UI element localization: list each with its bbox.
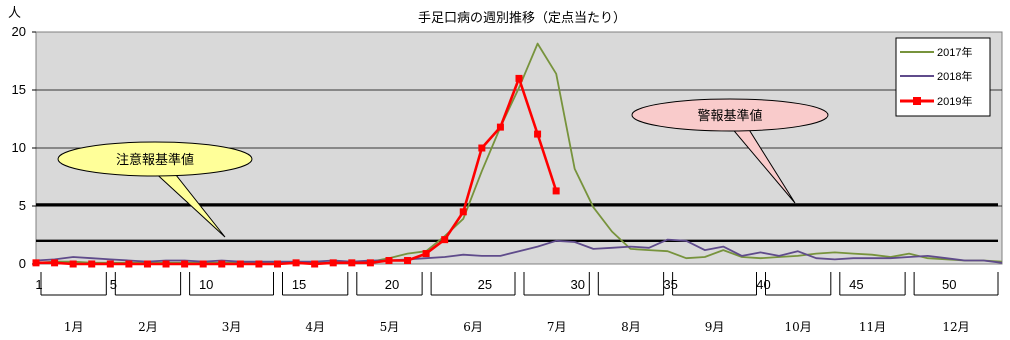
y-axis: 0 5 10 15 20 — [12, 24, 36, 271]
legend: 2017年 2018年 2019年 — [895, 37, 991, 117]
series-point-2-12 — [236, 260, 244, 268]
series-point-2-21 — [404, 257, 412, 265]
series-point-2-29 — [552, 187, 560, 195]
x-tick-label-50: 50 — [942, 277, 956, 292]
series-point-2-23 — [441, 236, 449, 244]
series-point-2-25 — [478, 144, 486, 152]
month-brackets: 1月 2月 3月 4月 5月 6月 7月 8月 9月 10月 11月 12月 — [40, 272, 999, 334]
y-tick-label-5: 5 — [19, 198, 26, 213]
month-label-8: 8月 — [621, 320, 641, 334]
series-point-2-10 — [199, 260, 207, 268]
series-point-2-5 — [106, 260, 114, 268]
y-unit-label: 人 — [8, 6, 21, 21]
x-tick-label-15: 15 — [292, 277, 306, 292]
series-point-2-6 — [125, 260, 133, 268]
legend-label-2017: 2017年 — [937, 45, 972, 59]
callout-warning: 注意報基準値 — [57, 141, 253, 238]
x-tick-label-30: 30 — [570, 277, 584, 292]
month-bracket-9 — [672, 272, 757, 296]
series-point-2-3 — [69, 260, 77, 268]
series-line-1 — [35, 238, 1003, 264]
x-tick-label-35: 35 — [663, 277, 677, 292]
month-label-1: 1月 — [64, 320, 84, 334]
month-bracket-1 — [40, 272, 107, 296]
month-label-11: 11月 — [859, 320, 886, 334]
month-bracket-11 — [839, 272, 906, 296]
series-point-2-9 — [181, 260, 189, 268]
x-tick-label-25: 25 — [478, 277, 492, 292]
month-label-12: 12月 — [942, 320, 969, 334]
series-point-2-17 — [329, 259, 337, 267]
series-point-2-13 — [255, 260, 263, 268]
x-axis: 1 5 10 15 20 25 30 35 40 45 50 — [35, 277, 956, 292]
series-point-2-18 — [348, 259, 356, 267]
x-tick-label-1: 1 — [35, 277, 42, 292]
legend-label-2018: 2018年 — [937, 69, 972, 83]
series-point-2-24 — [459, 208, 467, 216]
series-point-2-28 — [534, 130, 542, 138]
month-label-7: 7月 — [547, 320, 567, 334]
series-point-2-14 — [274, 260, 281, 268]
callout-alarm-text: 警報基準値 — [697, 108, 762, 124]
month-label-2: 2月 — [138, 320, 158, 334]
y-tick-label-20: 20 — [12, 24, 26, 39]
month-bracket-3 — [189, 272, 274, 296]
series-point-2-15 — [292, 259, 300, 267]
month-label-10: 10月 — [785, 320, 812, 334]
series-point-2-27 — [515, 74, 523, 82]
x-tick-label-10: 10 — [199, 277, 213, 292]
month-label-6: 6月 — [463, 320, 483, 334]
month-label-4: 4月 — [305, 320, 325, 334]
series-point-2-4 — [88, 260, 96, 268]
month-bracket-8 — [597, 272, 665, 296]
month-label-9: 9月 — [705, 320, 725, 334]
series-point-2-1 — [32, 259, 40, 267]
series-point-2-20 — [385, 257, 393, 265]
callout-warning-text: 注意報基準値 — [116, 152, 194, 168]
series-point-2-22 — [422, 250, 430, 258]
legend-marker-2019 — [913, 97, 921, 105]
series-point-2-8 — [162, 260, 170, 268]
month-bracket-12 — [913, 272, 999, 296]
y-tick-label-15: 15 — [12, 82, 26, 97]
callout-alarm: 警報基準値 — [631, 98, 829, 204]
month-bracket-5 — [356, 272, 423, 296]
legend-label-2019: 2019年 — [937, 94, 972, 108]
y-tick-label-0: 0 — [19, 256, 26, 271]
month-label-5: 5月 — [380, 320, 400, 334]
y-tick-label-10: 10 — [12, 140, 26, 155]
x-tick-label-5: 5 — [110, 277, 117, 292]
month-bracket-6 — [430, 272, 516, 296]
x-tick-label-20: 20 — [385, 277, 399, 292]
series-point-2-7 — [143, 260, 151, 268]
x-tick-label-45: 45 — [849, 277, 863, 292]
chart-title: 手足口病の週別推移（定点当たり） — [418, 11, 626, 26]
month-bracket-4 — [282, 272, 349, 296]
series-point-2-26 — [496, 123, 504, 131]
series-point-2-11 — [218, 260, 226, 268]
month-bracket-7 — [523, 272, 590, 296]
series-point-2-16 — [311, 260, 319, 268]
series-point-2-2 — [51, 259, 59, 267]
x-tick-label-40: 40 — [756, 277, 770, 292]
month-bracket-2 — [114, 272, 182, 296]
month-bracket-10 — [765, 272, 832, 296]
series-point-2-19 — [366, 259, 374, 267]
series-layer — [32, 42, 1003, 268]
month-label-3: 3月 — [222, 320, 242, 334]
